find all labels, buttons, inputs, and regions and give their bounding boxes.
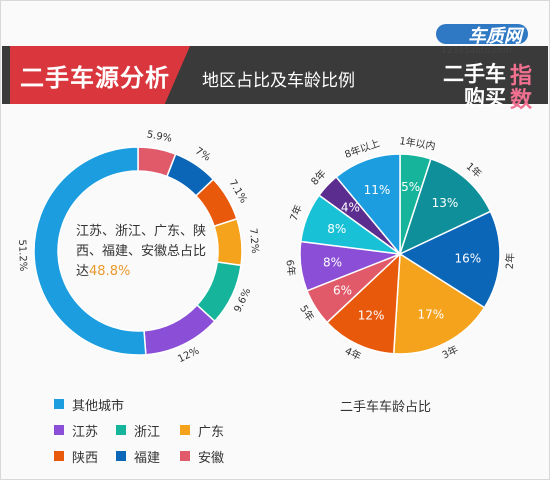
pie-slice [326,252,401,355]
legend-label: 其他城市 [72,398,125,414]
legend-swatch [180,451,190,461]
legend-label: 安徽 [198,450,225,466]
pie-value-label: 17% [418,308,445,322]
logo-line-2: 购买 [464,86,506,110]
legend-item: 其他城市 [54,396,125,414]
header-title: 二手车源分析 [20,64,170,92]
logo-accent-1: 指 [509,64,532,89]
logo-line-1: 二手车 [443,62,506,86]
donut-center-value: 48.8% [89,264,131,279]
pie-category-label: 1年 [464,160,485,181]
donut-value-label: 7% [193,146,212,164]
donut-value-label: 9.6% [233,287,254,315]
legend-swatch [180,425,190,435]
pie-value-label: 6% [333,283,352,297]
donut-center-text: 江苏、浙江、广东、陕西、福建、安徽总占比达48.8% [76,222,212,282]
pie-category-label: 8年 [308,167,329,188]
legend-item: 江苏 [54,422,99,440]
header-subtitle: 地区占比及车龄比例 [202,71,355,91]
pie-value-label: 13% [432,196,459,210]
brand-logo: 车质网 12365auto.com 二手车 购买 指 数 [412,10,542,113]
legend-label: 福建 [134,450,161,466]
donut-slice [143,303,216,356]
legend-swatch [54,399,64,409]
legend-item: 浙江 [116,422,161,440]
legend-item: 安徽 [180,448,225,466]
pie-slice [398,210,501,309]
pie-value-label: 4% [341,200,360,214]
legend-swatch [54,425,64,435]
donut-center-main: 江苏、浙江、广东、陕西、福建、安徽总占比达 [76,224,207,279]
logo-accent-2: 数 [509,88,532,113]
legend-label: 江苏 [72,424,99,440]
legend-item: 陕西 [54,448,99,466]
logo-brand-text: 车质网 [468,26,522,47]
donut-slice [213,217,243,267]
donut-value-label: 51.2% [16,239,28,271]
pie-category-label: 4年 [343,344,363,363]
donut-slice [33,146,147,356]
pie-value-label: 11% [364,183,391,197]
pie-category-label: 2年 [503,252,517,269]
legend-swatch [116,425,126,435]
header-bar: 二手车源分析 地区占比及车龄比例 [2,46,548,104]
pie-category-label: 7年 [287,203,305,223]
logo-badge [436,24,528,44]
pie-value-label: 12% [358,309,385,323]
pie-slice [392,252,486,355]
pie-category-label: 1年以内 [399,134,437,153]
pie-value-label: 5% [401,180,420,194]
legend-label: 浙江 [134,424,161,440]
pie-category-label: 3年 [440,343,460,362]
pie-caption: 二手车车龄占比 [340,400,432,415]
logo-url-text: 12365auto.com [441,46,512,56]
header-title-banner [10,46,190,104]
pie-value-label: 16% [455,251,482,265]
legend-item: 福建 [116,448,161,466]
legend-swatch [54,451,64,461]
pie-category-label: 6年 [283,259,298,277]
pie-value-label: 8% [323,256,342,270]
donut-value-label: 7.2% [247,228,260,254]
legend-label: 陕西 [72,450,99,466]
legend-swatch [116,451,126,461]
legend-label: 广东 [198,424,225,440]
donut-value-label: 5.9% [146,129,173,144]
pie-slice [335,153,401,257]
donut-value-label: 12% [176,346,201,366]
pie-value-label: 8% [327,222,346,236]
legend-item: 广东 [180,422,225,440]
pie-slice [398,157,492,256]
